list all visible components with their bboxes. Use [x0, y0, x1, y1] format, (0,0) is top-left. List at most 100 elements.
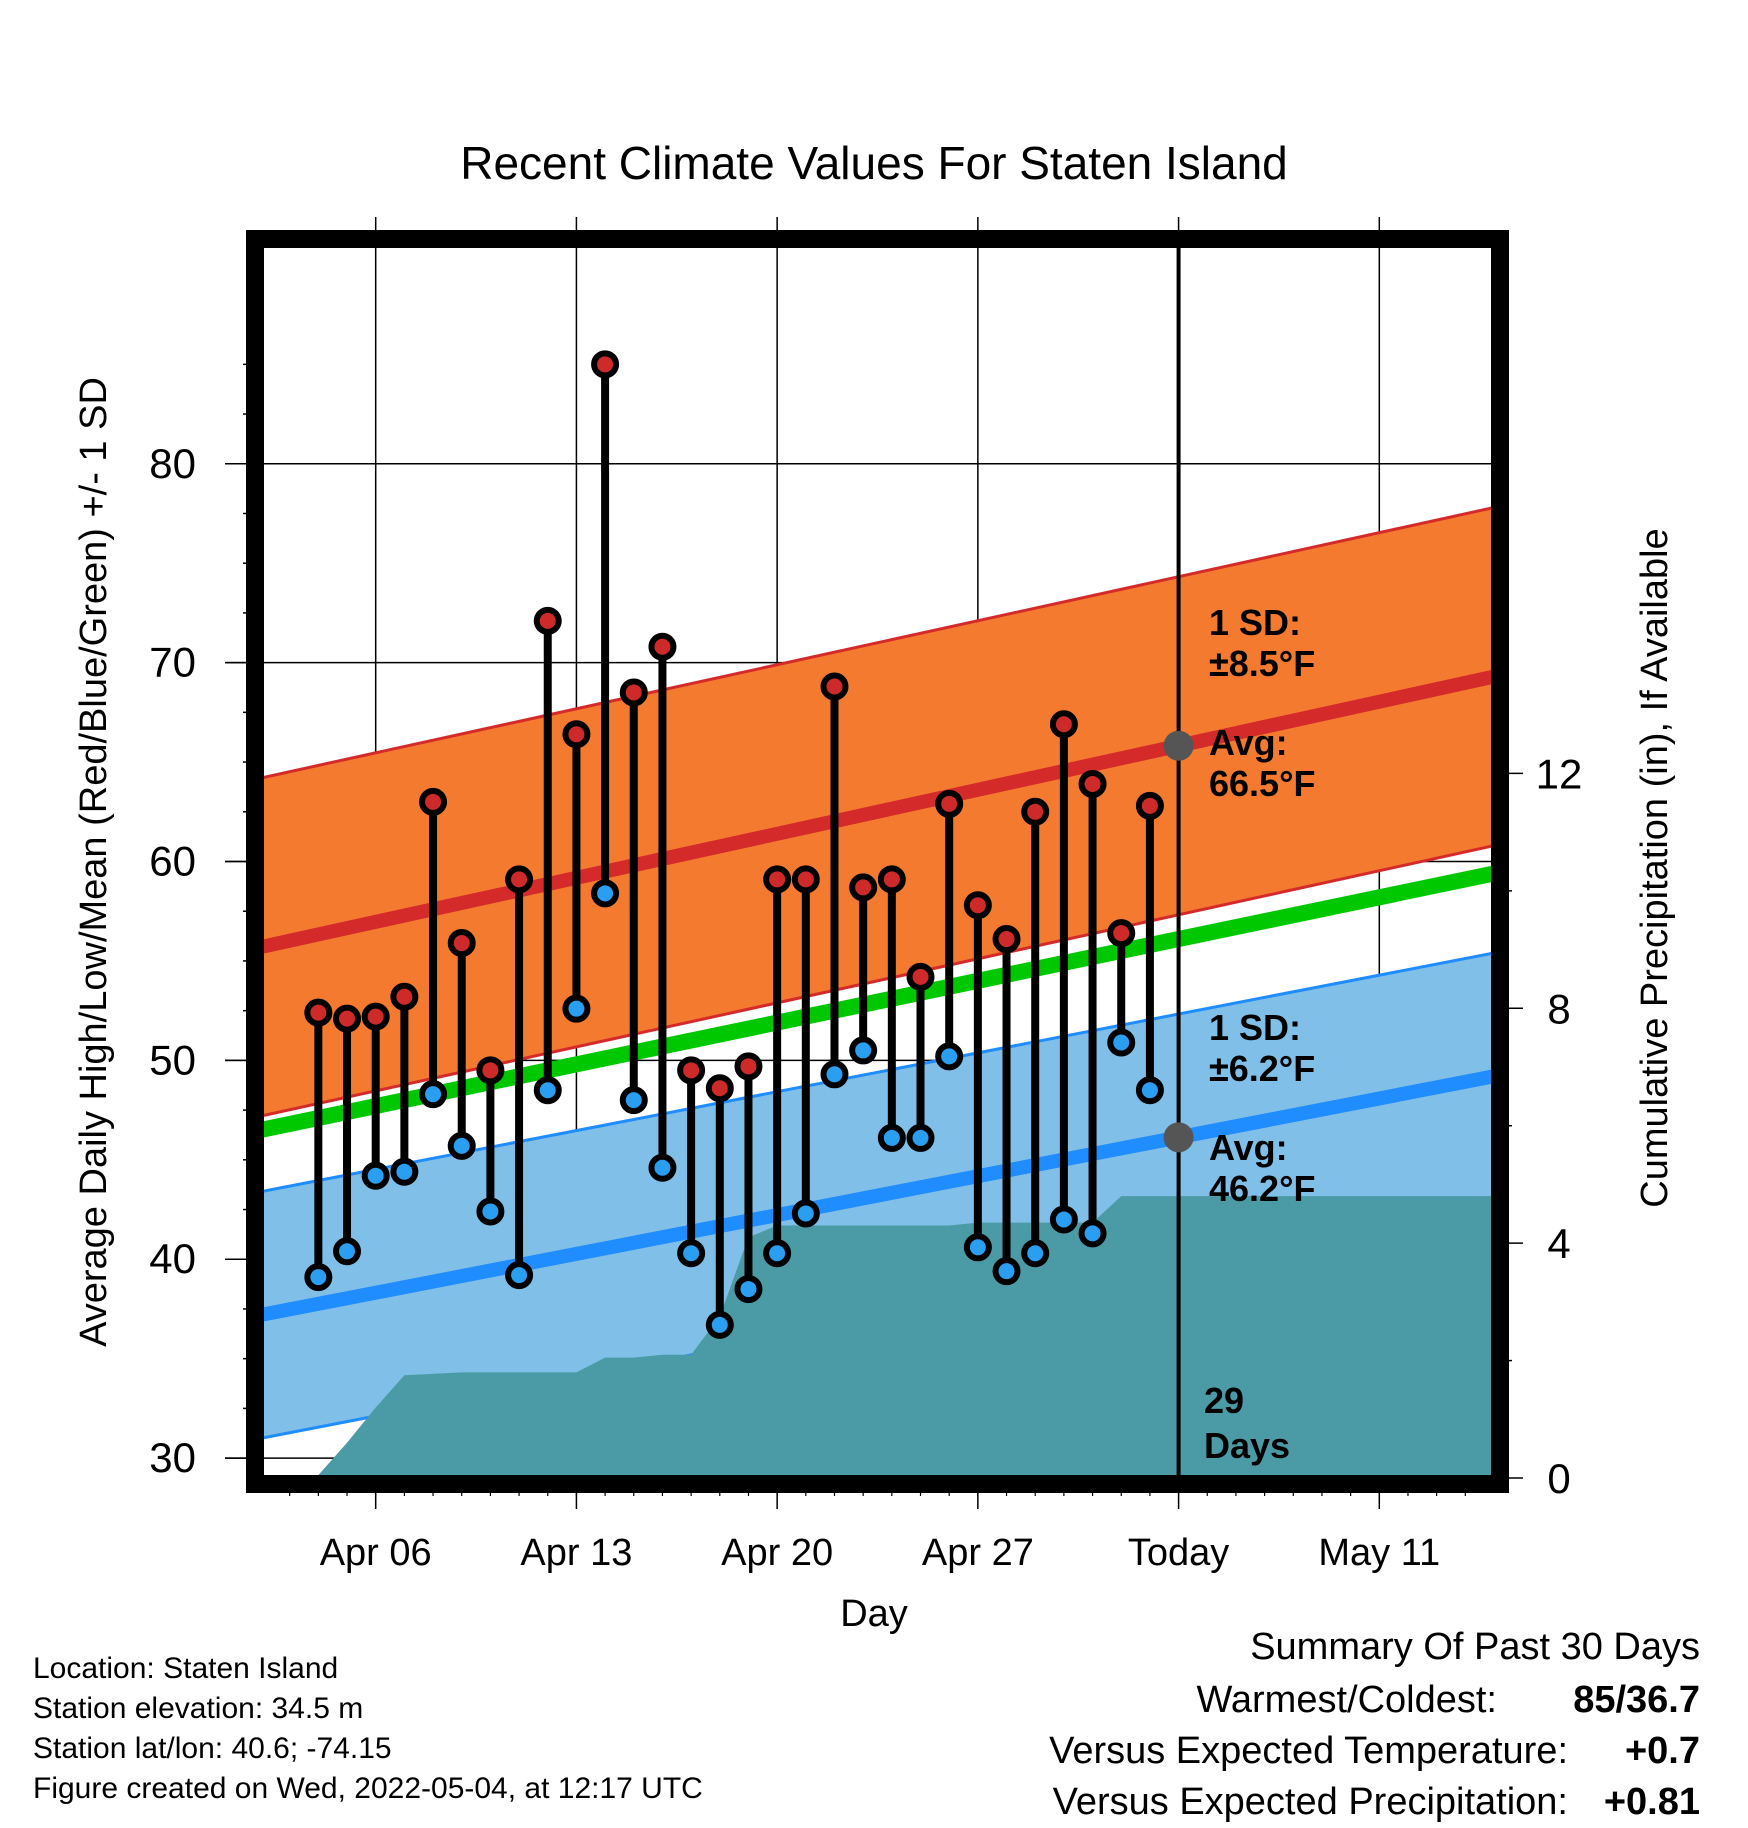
high-sd-label: 1 SD: — [1209, 602, 1301, 643]
daily-high-point — [1021, 797, 1050, 826]
chart-title: Recent Climate Values For Staten Island — [460, 137, 1288, 189]
high-avg-label: Avg: — [1209, 722, 1288, 763]
daily-low-point — [963, 1233, 992, 1262]
daily-low-point — [791, 1199, 820, 1228]
summary-precip-value: +0.81 — [1604, 1781, 1700, 1823]
daily-high-point — [591, 350, 620, 379]
daily-high-point — [533, 606, 562, 635]
y2-axis-label: Cumulative Precipitation (in), If Availa… — [1634, 528, 1676, 1207]
daily-high-point — [734, 1052, 763, 1081]
daily-low-point — [992, 1257, 1021, 1286]
daily-low-point — [419, 1080, 448, 1109]
cumulative-precip-area — [261, 1196, 1494, 1478]
low-sd-label: 1 SD: — [1209, 1007, 1301, 1048]
footer-latlon: Station lat/lon: 40.6; -74.15 — [33, 1732, 392, 1765]
daily-low-point — [333, 1237, 362, 1266]
daily-low-point — [734, 1275, 763, 1304]
daily-high-point — [963, 891, 992, 920]
daily-low-point — [505, 1261, 534, 1290]
x-tick-label: May 11 — [1318, 1532, 1440, 1574]
daily-low-point — [304, 1263, 333, 1292]
plot-border — [246, 230, 1509, 1493]
low-avg-value: 46.2°F — [1209, 1168, 1315, 1209]
daily-low-point — [906, 1123, 935, 1152]
plot-frame — [246, 230, 1509, 1493]
high-sd-value: ±8.5°F — [1209, 643, 1315, 684]
y2-tick-label: 0 — [1547, 1455, 1570, 1502]
daily-low-point — [763, 1239, 792, 1268]
normal-high-line — [261, 669, 1494, 954]
footer-elevation: Station elevation: 34.5 m — [33, 1692, 363, 1725]
daily-high-point — [1135, 791, 1164, 820]
daily-low-point — [447, 1131, 476, 1160]
daily-low-point — [476, 1197, 505, 1226]
y-tick-label: 40 — [149, 1235, 196, 1282]
daily-high-point — [304, 998, 333, 1027]
daily-high-point — [361, 1002, 390, 1031]
days-unit-label: Days — [1204, 1425, 1290, 1466]
daily-high-point — [906, 962, 935, 991]
daily-high-point — [447, 929, 476, 958]
y-tick-label: 60 — [149, 838, 196, 885]
days-count-label: 29 — [1204, 1380, 1244, 1421]
normal-mean-line — [261, 865, 1494, 1138]
daily-low-point — [677, 1239, 706, 1268]
daily-high-point — [935, 789, 964, 818]
summary-precip-label: Versus Expected Precipitation: — [1053, 1781, 1568, 1823]
y-tick-label: 50 — [149, 1036, 196, 1083]
today-high-avg-marker — [1163, 730, 1194, 761]
high-band-edge-upper — [261, 506, 1494, 780]
axes: 30 40 50 60 70 80 0 4 8 12 Apr 06 Apr 13 Apr 20 Apr 2… — [149, 363, 1583, 1574]
y2-tick-label: 4 — [1547, 1220, 1570, 1267]
daily-high-point — [877, 865, 906, 894]
daily-low-point — [1049, 1205, 1078, 1234]
daily-high-point — [705, 1074, 734, 1103]
y2-tick-label: 8 — [1547, 985, 1570, 1032]
x-tick-label: Apr 20 — [721, 1532, 833, 1574]
low-avg-label: Avg: — [1209, 1127, 1288, 1168]
daily-high-point — [1078, 769, 1107, 798]
daily-low-point — [619, 1086, 648, 1115]
daily-high-point — [791, 865, 820, 894]
summary-panel: Summary Of Past 30 Days Warmest/Coldest:… — [1049, 1626, 1700, 1823]
daily-high-point — [476, 1056, 505, 1085]
daily-low-point — [361, 1161, 390, 1190]
y-axis-label: Average Daily High/Low/Mean (Red/Blue/Gr… — [73, 377, 115, 1347]
low-sd-value: ±6.2°F — [1209, 1048, 1315, 1089]
plot-area — [261, 245, 1494, 1478]
high-avg-value: 66.5°F — [1209, 763, 1315, 804]
daily-low-point — [533, 1076, 562, 1105]
y-tick-label: 30 — [149, 1434, 196, 1481]
summary-warmest-label: Warmest/Coldest: — [1196, 1679, 1497, 1721]
y-tick-label: 70 — [149, 639, 196, 686]
y2-tick-label: 12 — [1536, 750, 1583, 797]
daily-high-point — [505, 865, 534, 894]
daily-low-point — [820, 1060, 849, 1089]
daily-low-point — [849, 1036, 878, 1065]
summary-temp-label: Versus Expected Temperature: — [1049, 1730, 1568, 1772]
daily-low-point — [1107, 1028, 1136, 1057]
today-low-avg-marker — [1163, 1122, 1194, 1153]
summary-warmest-value: 85/36.7 — [1573, 1679, 1700, 1721]
daily-high-point — [992, 925, 1021, 954]
summary-temp-value: +0.7 — [1625, 1730, 1700, 1772]
daily-low-point — [1021, 1239, 1050, 1268]
x-tick-label: Apr 27 — [922, 1532, 1034, 1574]
y-tick-label: 80 — [149, 440, 196, 487]
daily-low-point — [562, 994, 591, 1023]
daily-low-point — [591, 879, 620, 908]
daily-high-point — [562, 720, 591, 749]
summary-title: Summary Of Past 30 Days — [1250, 1626, 1700, 1668]
footer-location: Location: Staten Island — [33, 1652, 338, 1685]
x-tick-label: Today — [1128, 1532, 1229, 1574]
daily-high-point — [763, 865, 792, 894]
normal-low-line — [261, 1069, 1494, 1322]
daily-low-point — [1135, 1076, 1164, 1105]
daily-low-point — [877, 1123, 906, 1152]
footer-info: Location: Staten Island Station elevatio… — [33, 1652, 703, 1805]
temperature-marks — [304, 350, 1164, 1339]
daily-low-point — [390, 1157, 419, 1186]
daily-high-point — [849, 873, 878, 902]
